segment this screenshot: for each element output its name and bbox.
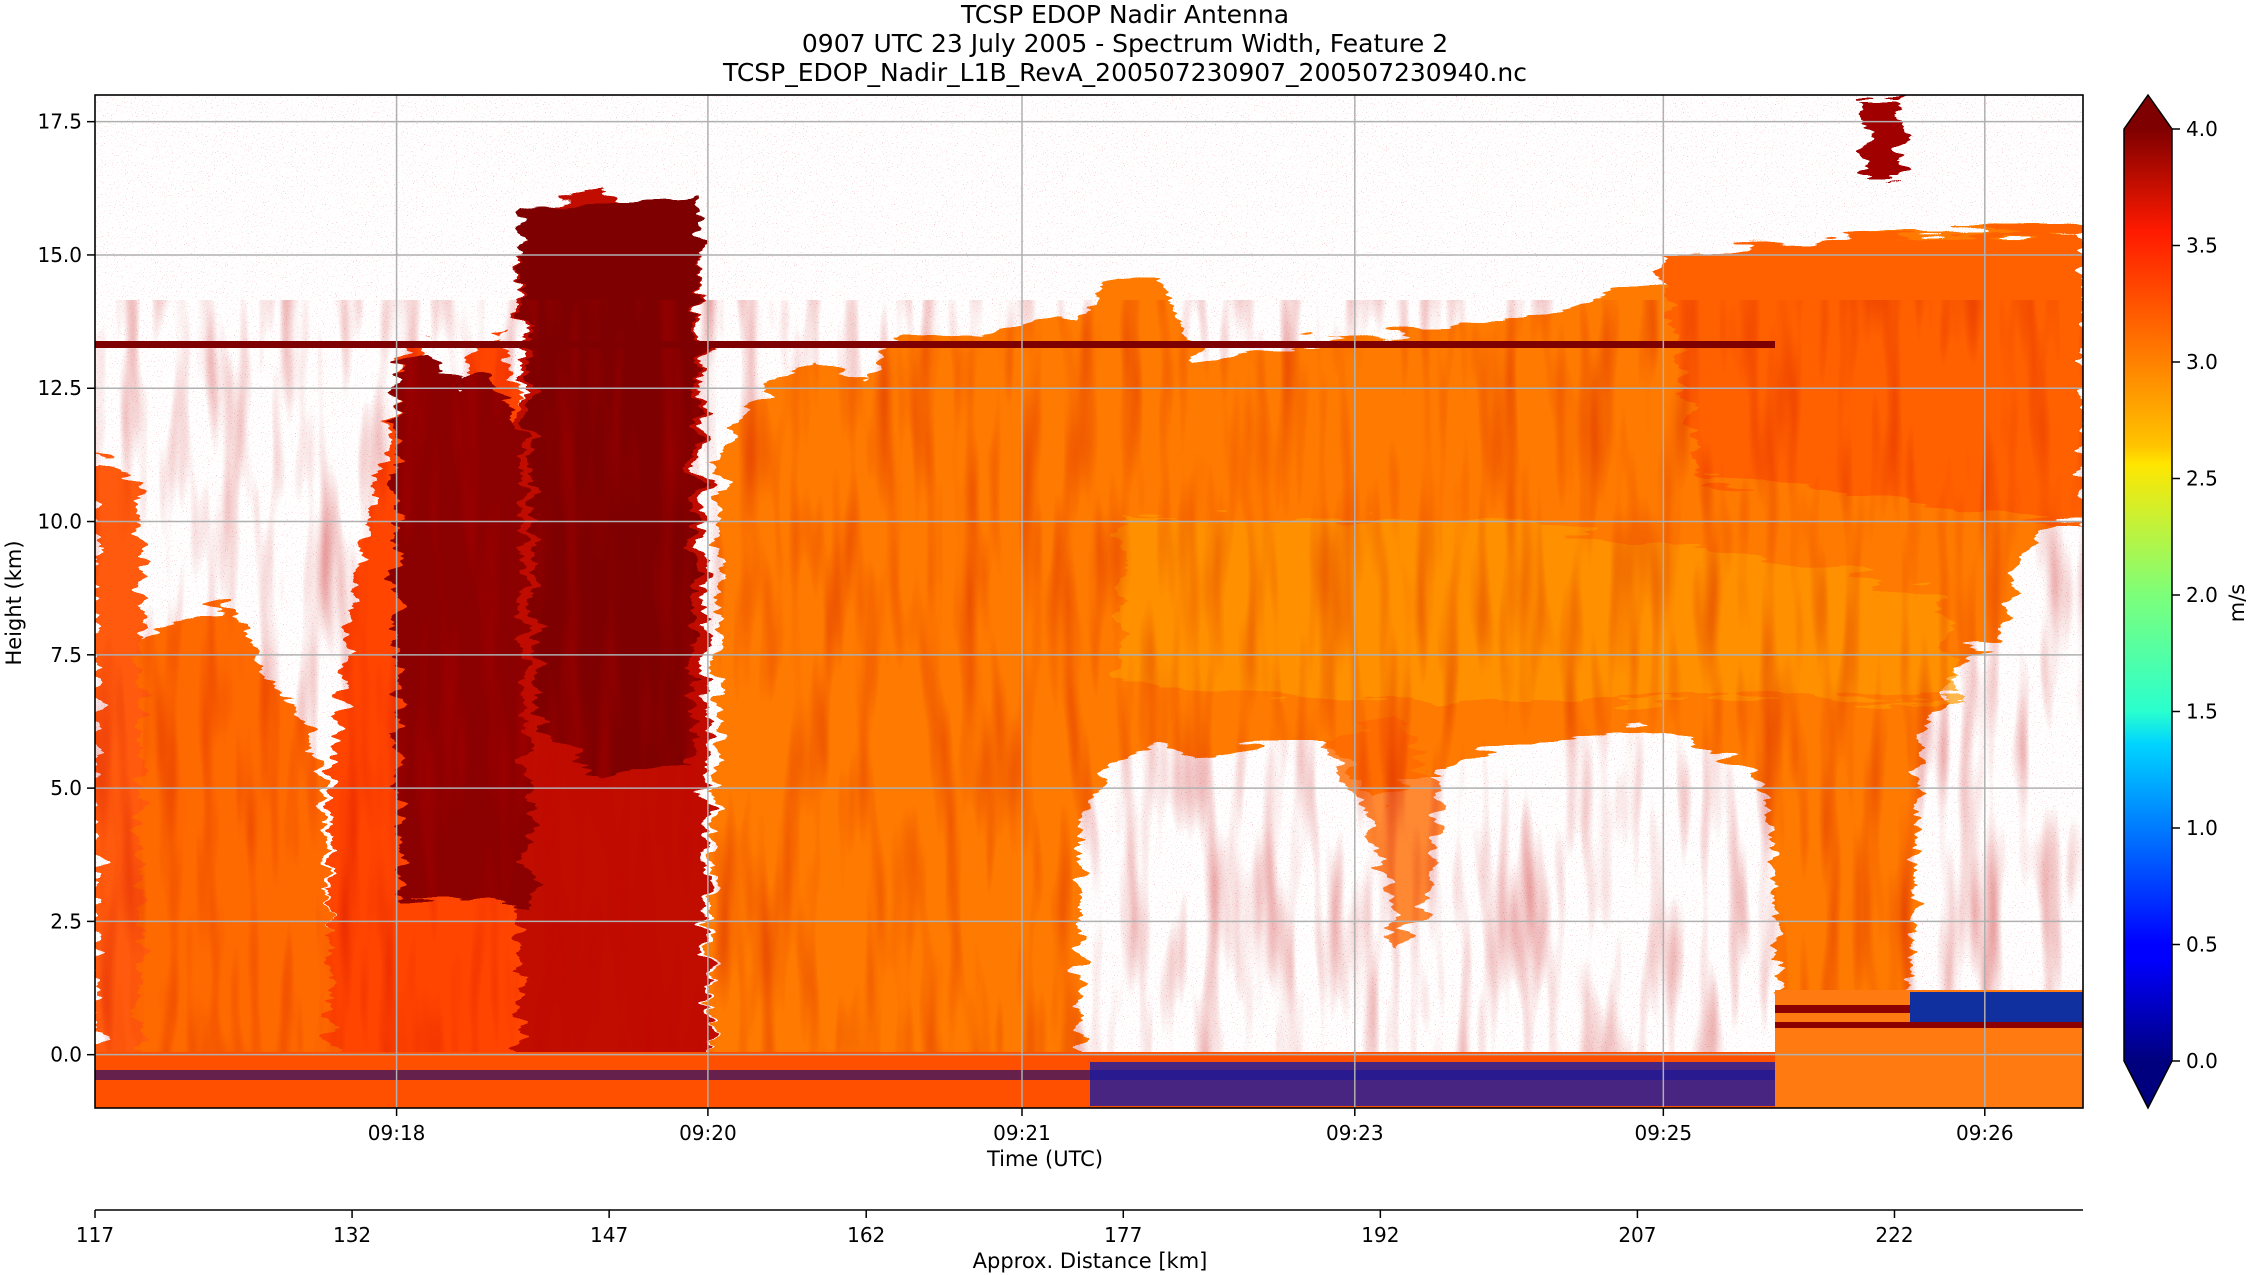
colorbar-tick-label: 3.0 bbox=[2186, 350, 2218, 374]
y-axis-label: Height (km) bbox=[2, 540, 26, 665]
y-tick-label: 0.0 bbox=[50, 1043, 82, 1067]
colorbar-tick-label: 4.0 bbox=[2186, 117, 2218, 141]
secondary-x-tick-label: 207 bbox=[1618, 1223, 1656, 1247]
secondary-x-tick-label: 222 bbox=[1875, 1223, 1913, 1247]
y-tick-label: 5.0 bbox=[50, 776, 82, 800]
x-tick-label: 09:20 bbox=[679, 1121, 737, 1145]
colorbar-tick-label: 1.0 bbox=[2186, 816, 2218, 840]
secondary-x-tick-label: 192 bbox=[1361, 1223, 1399, 1247]
y-tick-label: 10.0 bbox=[37, 510, 82, 534]
chart-title-line-3: TCSP_EDOP_Nadir_L1B_RevA_200507230907_20… bbox=[723, 58, 1527, 87]
secondary-x-tick-label: 162 bbox=[847, 1223, 885, 1247]
secondary-x-tick-label: 177 bbox=[1104, 1223, 1142, 1247]
y-axis: 0.0 2.5 5.0 7.5 10.0 12.5 15.0 17.5 bbox=[37, 110, 95, 1067]
y-tick-label: 15.0 bbox=[37, 243, 82, 267]
y-tick-label: 12.5 bbox=[37, 376, 82, 400]
secondary-x-tick-label: 147 bbox=[590, 1223, 628, 1247]
colorbar-tick-label: 3.5 bbox=[2186, 234, 2218, 258]
x-axis: 09:18 09:20 09:21 09:23 09:25 09:26 bbox=[368, 1108, 2014, 1145]
secondary-x-tick-label: 132 bbox=[333, 1223, 371, 1247]
secondary-x-tick-label: 117 bbox=[76, 1223, 114, 1247]
chart-title-line-1: TCSP EDOP Nadir Antenna bbox=[960, 0, 1290, 29]
x-tick-label: 09:23 bbox=[1326, 1121, 1384, 1145]
colorbar-tick-label: 1.5 bbox=[2186, 700, 2218, 724]
colorbar-tick-label: 2.5 bbox=[2186, 467, 2218, 491]
y-tick-label: 7.5 bbox=[50, 643, 82, 667]
x-tick-label: 09:25 bbox=[1635, 1121, 1693, 1145]
y-tick-label: 17.5 bbox=[37, 110, 82, 134]
secondary-x-axis: 117 132 147 162 177 192 207 222 bbox=[76, 1210, 1914, 1247]
plot-frame bbox=[94, 94, 2084, 1109]
x-tick-label: 09:21 bbox=[993, 1121, 1051, 1145]
grid-lines bbox=[95, 95, 2083, 1108]
colorbar-tick-label: 2.0 bbox=[2186, 583, 2218, 607]
colorbar-label: m/s bbox=[2225, 584, 2249, 622]
y-tick-label: 2.5 bbox=[50, 909, 82, 933]
chart-title-line-2: 0907 UTC 23 July 2005 - Spectrum Width, … bbox=[801, 29, 1449, 58]
secondary-x-axis-label: Approx. Distance [km] bbox=[973, 1249, 1208, 1273]
x-tick-label: 09:18 bbox=[368, 1121, 426, 1145]
colorbar-ticks: 0.0 0.5 1.0 1.5 2.0 2.5 3.0 3.5 4.0 bbox=[2172, 117, 2218, 1073]
colorbar-tick-label: 0.0 bbox=[2186, 1049, 2218, 1073]
heatmap-image bbox=[95, 95, 2083, 1108]
x-axis-label: Time (UTC) bbox=[986, 1147, 1103, 1171]
colorbar bbox=[2123, 93, 2173, 1110]
x-tick-label: 09:26 bbox=[1956, 1121, 2014, 1145]
colorbar-tick-label: 0.5 bbox=[2186, 933, 2218, 957]
